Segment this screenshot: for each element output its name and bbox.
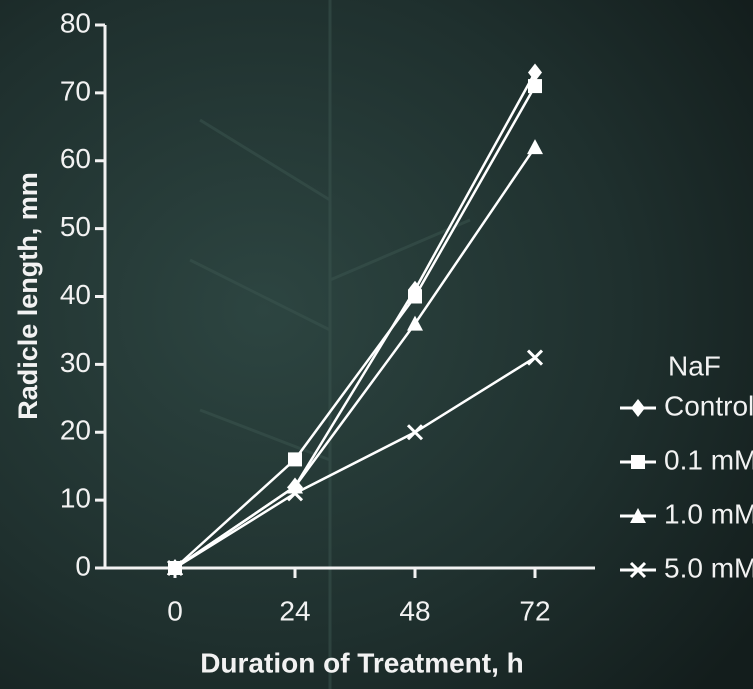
x-axis-label: Duration of Treatment, h <box>200 647 524 678</box>
marker <box>528 79 542 93</box>
y-tick-label: 60 <box>60 143 91 174</box>
y-tick-label: 80 <box>60 7 91 38</box>
marker <box>288 452 302 466</box>
x-tick-label: 72 <box>519 595 550 626</box>
legend-label: 1.0 mM <box>664 498 753 529</box>
x-tick-label: 0 <box>167 595 183 626</box>
legend-title: NaF <box>668 350 721 381</box>
y-tick-label: 20 <box>60 415 91 446</box>
y-tick-label: 40 <box>60 279 91 310</box>
x-tick-label: 48 <box>399 595 430 626</box>
legend-label: 0.1 mM <box>664 444 753 475</box>
marker <box>408 290 422 304</box>
legend-label: Control <box>664 390 753 421</box>
y-tick-label: 10 <box>60 483 91 514</box>
marker <box>631 455 645 469</box>
page: Radicle length, mm Duration of Treatment… <box>0 0 753 689</box>
y-tick-label: 70 <box>60 75 91 106</box>
y-axis-label: Radicle length, mm <box>13 172 43 420</box>
chart: Radicle length, mm Duration of Treatment… <box>0 0 753 689</box>
y-tick-label: 50 <box>60 211 91 242</box>
legend-label: 5.0 mM <box>664 552 753 583</box>
x-tick-label: 24 <box>279 595 310 626</box>
y-tick-label: 30 <box>60 347 91 378</box>
y-tick-label: 0 <box>75 550 91 581</box>
background <box>0 0 753 689</box>
